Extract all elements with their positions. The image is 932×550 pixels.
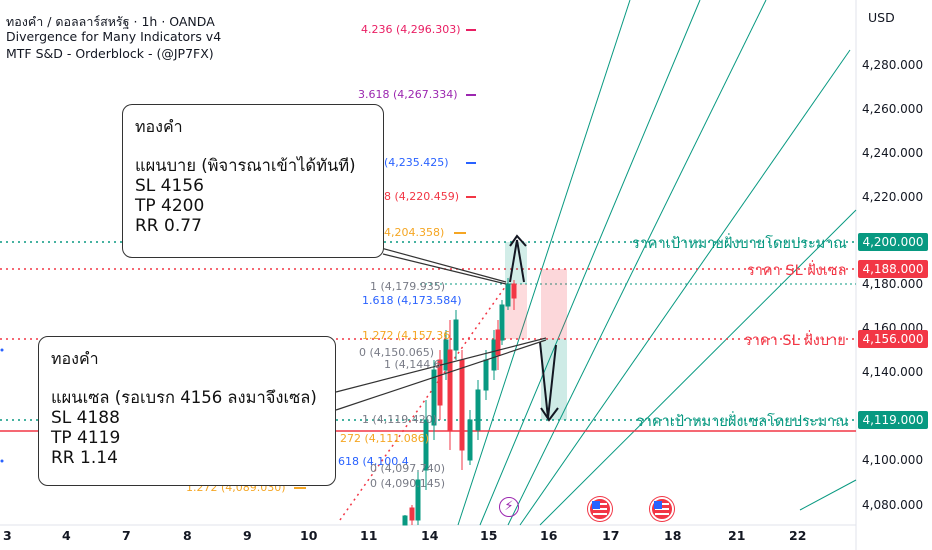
date-tick: 17 [602,528,620,543]
sell-arrow [539,341,559,422]
symbol-title[interactable]: ทองคำ / ดอลลาร์สหรัฐ · 1h · OANDA [6,14,215,29]
date-tick: 4 [62,528,71,543]
fib-label: 0 (4,097.740) [370,462,446,475]
price-tag-target-buy: 4,200.000 [858,233,928,251]
indicator-divergence[interactable]: Divergence for Many Indicators v4 [6,29,222,44]
date-tick: 21 [728,528,746,543]
price-tag-sl-buy: 4,156.000 [858,330,928,348]
price-tick: 4,280.000 [862,58,924,72]
callout-buy-plan[interactable]: ทองคำ แผนบาย (พิจารณาเข้าได้ทันที) SL 41… [122,104,384,258]
us-flag-icon[interactable] [588,497,612,521]
callout-buy-pointer-2 [382,253,507,285]
fib-label: 272 (4,111.086) [340,432,430,445]
sell-target-zone [541,339,567,420]
date-tick: 14 [421,528,439,543]
date-tick: 18 [664,528,682,543]
date-tick: 16 [540,528,558,543]
fib-label: 0 (4,150.065) [359,346,435,359]
date-tick: 8 [183,528,192,543]
label-target-buy: ราคาเป้าหมายฝั่งบายโดยประมาณ [632,236,847,252]
callout-title: ทองคำ [135,117,183,136]
date-tick: 7 [122,528,131,543]
lightning-icon[interactable]: ⚡ [499,497,519,517]
fib-label: 0 (4,090.145) [370,477,446,490]
callout-sl: SL 4156 [135,176,204,196]
date-tick: 3 [3,528,12,543]
marker-dot [0,348,4,352]
price-tag-target-sell: 4,119.000 [858,411,928,429]
price-tick: 4,220.000 [862,190,924,204]
candlesticks [402,278,517,526]
fib-label: 1 (4,144.6 [384,358,441,371]
fib-label: 3.618 (4,267.334) [358,88,458,101]
fib-label: 1.272 (4,157.36 [362,329,451,342]
callout-sl: SL 4188 [51,408,120,428]
fib-ticks [294,29,476,489]
date-tick: 10 [300,528,318,543]
fib-label: 4,204.358) [384,226,445,239]
callout-plan: แผนบาย (พิจารณาเข้าได้ทันที) [135,156,356,175]
fib-label: 8 (4,220.459) [384,190,460,203]
callout-buy-pointer [369,244,507,283]
date-tick: 11 [360,528,378,543]
sell-stop-zone [541,269,567,339]
red-trend-line [339,279,511,521]
us-flag-icon[interactable] [650,497,674,521]
price-tick: 4,080.000 [862,498,924,512]
fib-label: 1 (4,119.420) [362,413,438,426]
callout-sell-pointer [335,337,547,393]
callout-rr: RR 1.14 [51,448,118,468]
date-tick: 22 [789,528,807,543]
price-tick: 4,240.000 [862,146,924,160]
callout-sell-plan[interactable]: ทองคำ แผนเซล (รอเบรก 4156 ลงมาจึงเซล) SL… [38,336,336,486]
fib-label: 1.618 (4,173.584) [362,294,462,307]
price-tick: 4,260.000 [862,102,924,116]
trend-channel [457,0,857,526]
callout-plan: แผนเซล (รอเบรก 4156 ลงมาจึงเซล) [51,388,317,407]
price-tick: 4,100.000 [862,453,924,467]
indicator-orderblock[interactable]: MTF S&D - Orderblock - (@JP7FX) [6,46,214,61]
callout-rr: RR 0.77 [135,216,202,236]
price-tag-sl-sell: 4,188.000 [858,260,928,278]
price-tick: 4,180.000 [862,277,924,291]
callout-sell-pointer-2 [335,339,547,411]
label-sl-sell: ราคา SL ฝั่งเซล [747,263,847,279]
callout-title: ทองคำ [51,349,99,368]
callout-tp: TP 4119 [51,428,121,448]
callout-tp: TP 4200 [135,196,205,216]
fib-label: 4.236 (4,296.303) [361,23,461,36]
fib-label: 618 (4,100.4 [338,455,409,468]
price-tick: 4,140.000 [862,365,924,379]
currency-label[interactable]: USD [868,10,895,25]
date-tick: 15 [480,528,498,543]
label-sl-buy: ราคา SL ฝั่งบาย [744,333,846,349]
fib-label: 1 (4,179.935) [370,280,446,293]
date-tick: 9 [243,528,252,543]
marker-dot [0,459,4,463]
buy-arrow [509,234,527,283]
label-target-sell: ราคาเป้าหมายฝั่งเซลโดยประมาณ [636,414,849,430]
fib-label: (4,235.425) [384,156,449,169]
